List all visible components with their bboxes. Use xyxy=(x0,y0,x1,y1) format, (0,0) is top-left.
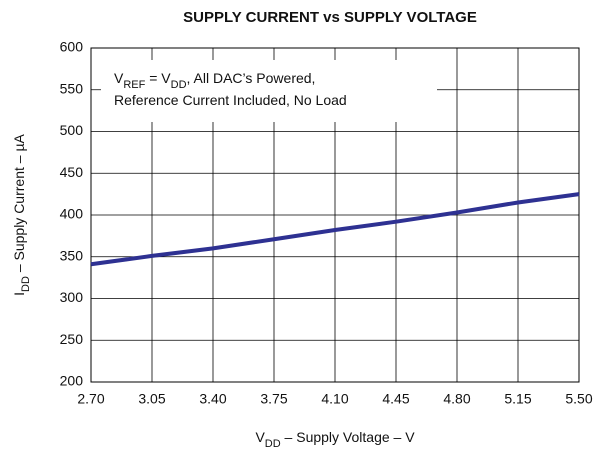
x-tick-label: 2.70 xyxy=(77,391,104,407)
x-axis-label: VDD – Supply Voltage – V xyxy=(255,429,415,450)
y-tick-label: 400 xyxy=(60,206,84,222)
annotation-part: DD xyxy=(171,79,187,91)
x-tick-label: 3.75 xyxy=(260,391,287,407)
y-tick-label: 550 xyxy=(60,80,84,96)
y-tick-label: 350 xyxy=(60,247,84,263)
y-tick-label: 250 xyxy=(60,331,84,347)
y-axis-label-part: – Supply Current – µA xyxy=(11,133,27,276)
y-axis-label-part: DD xyxy=(20,276,32,292)
x-tick-label: 4.10 xyxy=(321,391,348,407)
x-axis-label-part: V xyxy=(255,429,265,445)
plot-frame xyxy=(90,47,580,383)
chart-title: SUPPLY CURRENT vs SUPPLY VOLTAGE xyxy=(183,9,477,26)
x-axis-label-part: – Supply Voltage – V xyxy=(281,429,416,445)
data-line xyxy=(90,192,580,267)
annotation: Reference Current Included, No Load xyxy=(114,92,347,108)
x-tick-label: 5.50 xyxy=(565,391,592,407)
x-tick-label: 4.45 xyxy=(382,391,409,407)
x-tick-label: 4.80 xyxy=(443,391,470,407)
annotation-part: , All DAC’s Powered, xyxy=(187,70,316,86)
y-tick-label: 500 xyxy=(60,122,84,138)
x-tick-label: 3.40 xyxy=(199,391,226,407)
annotation: VREF = VDD, All DAC’s Powered, xyxy=(114,70,315,91)
annotation-part: = V xyxy=(145,70,171,86)
y-tick-label: 600 xyxy=(60,39,84,55)
x-axis-label-part: DD xyxy=(265,438,281,450)
annotation-part: Reference Current Included, No Load xyxy=(114,92,347,108)
annotation-box xyxy=(101,60,437,122)
x-tick-label: 3.05 xyxy=(138,391,165,407)
x-tick-label: 5.15 xyxy=(504,391,531,407)
annotation-part: REF xyxy=(123,79,145,91)
annotation-part: V xyxy=(114,70,124,86)
y-axis-label-part: I xyxy=(11,292,27,296)
y-axis-label: IDD – Supply Current – µA xyxy=(11,133,32,295)
y-tick-label: 450 xyxy=(60,164,84,180)
y-tick-label: 300 xyxy=(60,289,84,305)
y-tick-label: 200 xyxy=(60,373,84,389)
